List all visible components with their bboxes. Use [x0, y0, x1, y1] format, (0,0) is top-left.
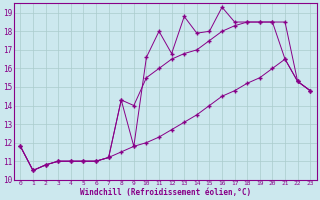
X-axis label: Windchill (Refroidissement éolien,°C): Windchill (Refroidissement éolien,°C)	[80, 188, 251, 197]
